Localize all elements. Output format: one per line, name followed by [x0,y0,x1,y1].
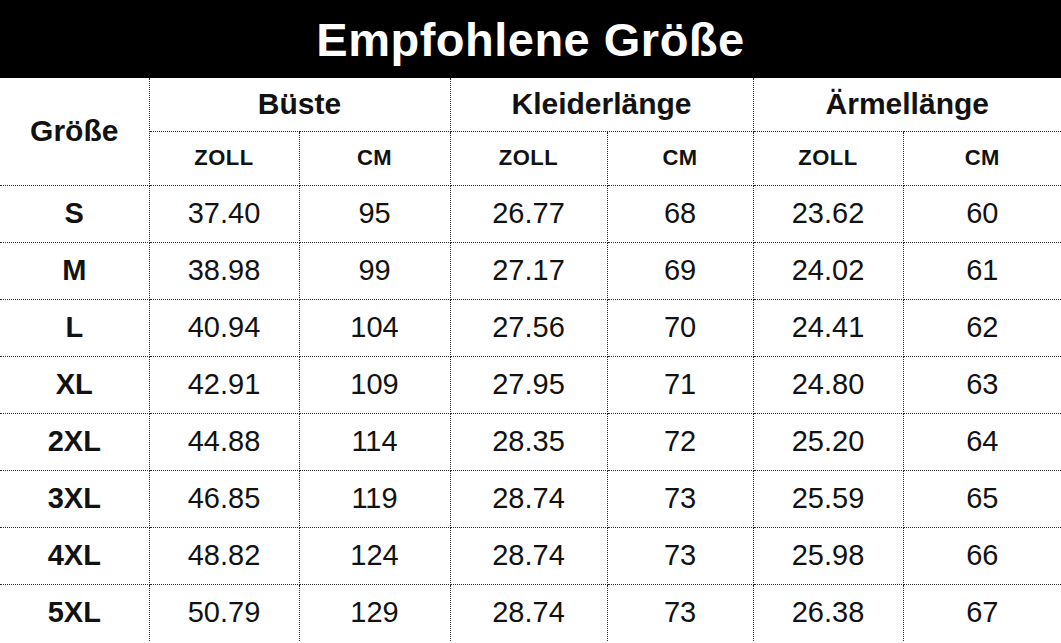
value-cell: 70 [607,299,753,356]
size-cell: M [0,242,149,299]
col-group-bueste: Büste [149,78,450,131]
value-cell: 25.59 [753,470,903,527]
size-cell: 3XL [0,470,149,527]
value-cell: 46.85 [149,470,299,527]
value-cell: 37.40 [149,185,299,242]
table-row: 2XL 44.88 114 28.35 72 25.20 64 [0,413,1061,470]
value-cell: 38.98 [149,242,299,299]
value-cell: 24.02 [753,242,903,299]
size-cell: XL [0,356,149,413]
value-cell: 64 [903,413,1061,470]
table-row: 5XL 50.79 129 28.74 73 26.38 67 [0,584,1061,641]
value-cell: 50.79 [149,584,299,641]
col-group-aermellaenge: Ärmellänge [753,78,1061,131]
value-cell: 124 [299,527,450,584]
value-cell: 28.74 [450,470,607,527]
value-cell: 26.77 [450,185,607,242]
title-bar: Empfohlene Größe [0,0,1061,78]
size-column-header: Größe [0,78,149,185]
size-chart-table: Größe Büste Kleiderlänge Ärmellänge ZOLL… [0,78,1061,641]
value-cell: 42.91 [149,356,299,413]
value-cell: 61 [903,242,1061,299]
unit-header-cm: CM [299,131,450,185]
value-cell: 68 [607,185,753,242]
value-cell: 28.35 [450,413,607,470]
value-cell: 129 [299,584,450,641]
value-cell: 95 [299,185,450,242]
size-cell: 5XL [0,584,149,641]
value-cell: 25.98 [753,527,903,584]
value-cell: 28.74 [450,584,607,641]
value-cell: 40.94 [149,299,299,356]
header-group-row: Größe Büste Kleiderlänge Ärmellänge [0,78,1061,131]
unit-header-cm: CM [903,131,1061,185]
value-cell: 27.95 [450,356,607,413]
value-cell: 73 [607,584,753,641]
unit-header-zoll: ZOLL [450,131,607,185]
value-cell: 63 [903,356,1061,413]
value-cell: 71 [607,356,753,413]
value-cell: 119 [299,470,450,527]
value-cell: 48.82 [149,527,299,584]
size-cell: S [0,185,149,242]
table-row: 3XL 46.85 119 28.74 73 25.59 65 [0,470,1061,527]
value-cell: 26.38 [753,584,903,641]
unit-header-zoll: ZOLL [753,131,903,185]
unit-header-zoll: ZOLL [149,131,299,185]
value-cell: 23.62 [753,185,903,242]
value-cell: 24.80 [753,356,903,413]
value-cell: 69 [607,242,753,299]
value-cell: 62 [903,299,1061,356]
value-cell: 67 [903,584,1061,641]
value-cell: 73 [607,470,753,527]
value-cell: 73 [607,527,753,584]
header-unit-row: ZOLL CM ZOLL CM ZOLL CM [0,131,1061,185]
value-cell: 72 [607,413,753,470]
value-cell: 24.41 [753,299,903,356]
value-cell: 109 [299,356,450,413]
col-group-kleiderlaenge: Kleiderlänge [450,78,753,131]
value-cell: 27.56 [450,299,607,356]
value-cell: 60 [903,185,1061,242]
table-row: 4XL 48.82 124 28.74 73 25.98 66 [0,527,1061,584]
value-cell: 25.20 [753,413,903,470]
size-cell: 2XL [0,413,149,470]
value-cell: 27.17 [450,242,607,299]
value-cell: 66 [903,527,1061,584]
table-row: XL 42.91 109 27.95 71 24.80 63 [0,356,1061,413]
size-cell: 4XL [0,527,149,584]
size-cell: L [0,299,149,356]
table-row: L 40.94 104 27.56 70 24.41 62 [0,299,1061,356]
table-row: S 37.40 95 26.77 68 23.62 60 [0,185,1061,242]
unit-header-cm: CM [607,131,753,185]
value-cell: 65 [903,470,1061,527]
page-title: Empfohlene Größe [316,12,744,67]
value-cell: 114 [299,413,450,470]
value-cell: 28.74 [450,527,607,584]
table-row: M 38.98 99 27.17 69 24.02 61 [0,242,1061,299]
value-cell: 104 [299,299,450,356]
value-cell: 44.88 [149,413,299,470]
value-cell: 99 [299,242,450,299]
